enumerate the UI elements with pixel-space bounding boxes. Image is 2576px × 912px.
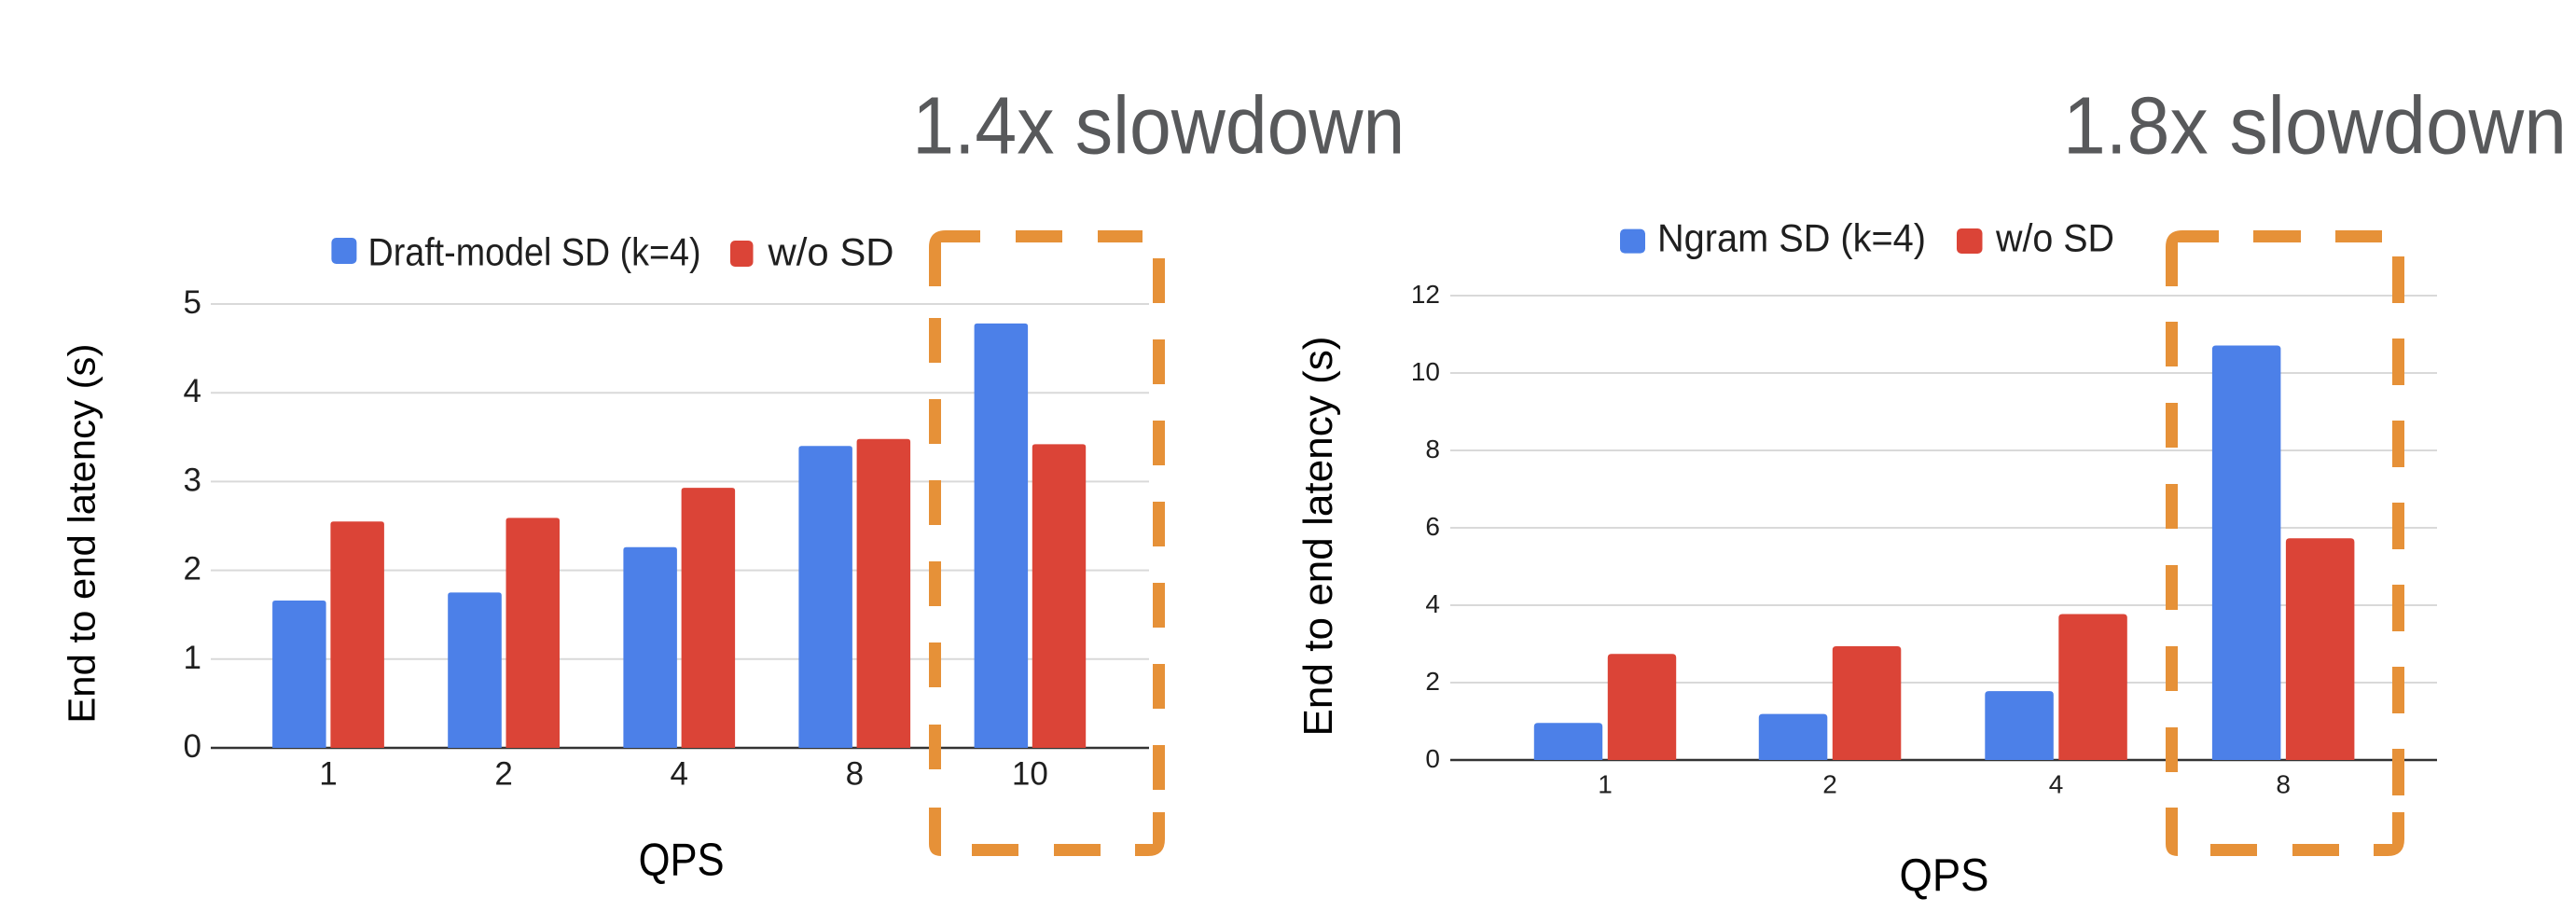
svg-text:0: 0 (184, 728, 201, 765)
svg-text:Draft-model SD (k=4): Draft-model SD (k=4) (368, 230, 701, 274)
svg-text:1: 1 (319, 755, 337, 792)
svg-text:QPS: QPS (1900, 850, 1989, 901)
svg-text:0: 0 (1425, 744, 1440, 773)
svg-text:8: 8 (1425, 435, 1440, 463)
svg-text:3: 3 (184, 462, 201, 498)
svg-text:w/o SD: w/o SD (1995, 216, 2114, 260)
svg-text:12: 12 (1411, 280, 1440, 309)
svg-text:6: 6 (1425, 512, 1440, 541)
svg-text:4: 4 (670, 755, 687, 792)
svg-text:4: 4 (2049, 769, 2064, 798)
svg-text:8: 8 (846, 755, 864, 792)
svg-text:1: 1 (184, 640, 201, 676)
svg-text:2: 2 (1425, 667, 1440, 696)
svg-text:w/o SD: w/o SD (768, 230, 894, 274)
svg-text:End to end latency (s): End to end latency (s) (61, 344, 104, 724)
svg-text:4: 4 (184, 373, 201, 409)
svg-text:1.4x slowdown: 1.4x slowdown (912, 81, 1405, 172)
svg-text:Ngram SD (k=4): Ngram SD (k=4) (1657, 216, 1926, 260)
svg-text:10: 10 (1411, 357, 1440, 386)
svg-text:5: 5 (184, 284, 201, 321)
svg-text:4: 4 (1425, 589, 1440, 618)
svg-text:2: 2 (184, 551, 201, 587)
svg-text:2: 2 (1822, 769, 1837, 798)
svg-text:2: 2 (494, 755, 512, 792)
svg-text:End to end latency (s): End to end latency (s) (1295, 336, 1341, 736)
svg-text:1.8x slowdown: 1.8x slowdown (2063, 81, 2567, 172)
svg-text:1: 1 (1598, 769, 1613, 798)
svg-text:QPS: QPS (639, 836, 725, 886)
svg-text:8: 8 (2276, 769, 2291, 798)
svg-text:10: 10 (1012, 755, 1048, 792)
